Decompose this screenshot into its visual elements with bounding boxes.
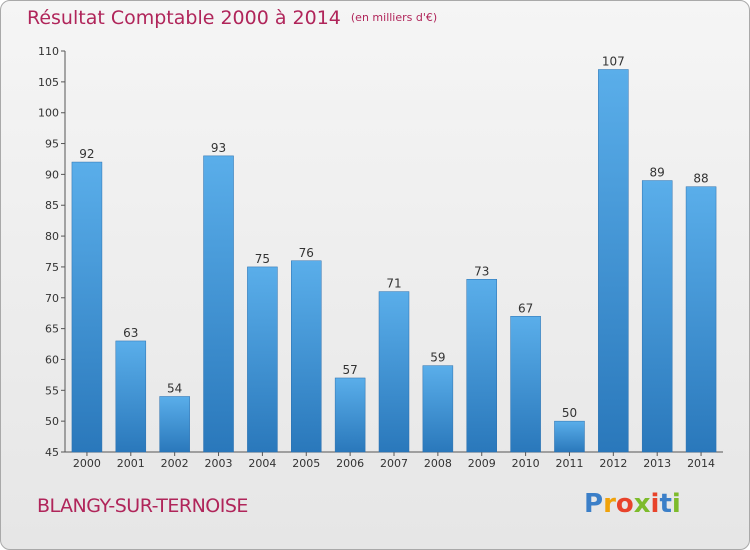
bar-value-label: 54 xyxy=(167,381,182,395)
y-tick-label: 110 xyxy=(38,45,59,58)
bar-value-label: 63 xyxy=(123,326,138,340)
x-axis: 2000 2001 2002 2003 2004 2005 2006 2007 2008 2009… xyxy=(65,451,723,470)
bar-value-label: 93 xyxy=(211,141,226,155)
chart-title-block: Résultat Comptable 2000 à 2014 (en millie… xyxy=(27,7,437,29)
x-tick-label: 2012 xyxy=(599,457,627,470)
bar-2014 xyxy=(685,186,717,453)
y-tick-label: 80 xyxy=(45,230,59,243)
x-tick-label: 2005 xyxy=(292,457,320,470)
bar-2011 xyxy=(554,420,585,453)
logo-letter: x xyxy=(633,489,651,519)
logo-letter: i xyxy=(650,489,660,519)
x-tick-label: 2007 xyxy=(380,457,408,470)
x-tick-label: 2013 xyxy=(643,457,671,470)
bar-2010 xyxy=(510,316,541,453)
y-tick-label: 95 xyxy=(45,138,59,151)
proxiti-logo: Proxiti xyxy=(584,489,681,519)
x-tick-label: 2014 xyxy=(687,457,715,470)
bar-value-label: 50 xyxy=(562,406,577,420)
y-tick-label: 50 xyxy=(45,415,59,428)
chart-title: Résultat Comptable 2000 à 2014 xyxy=(27,7,341,29)
logo-letter: r xyxy=(603,489,616,519)
y-tick-label: 105 xyxy=(38,76,59,89)
x-tick-label: 2008 xyxy=(424,457,452,470)
bar-2008 xyxy=(422,365,454,453)
bar-value-label: 67 xyxy=(518,301,533,315)
bar-2009 xyxy=(466,279,497,453)
bar-2003 xyxy=(203,155,234,453)
logo-letter: i xyxy=(671,489,681,519)
y-tick-label: 100 xyxy=(38,107,59,120)
y-tick-label: 85 xyxy=(45,199,59,212)
bar-2013 xyxy=(641,180,673,453)
bar-2005 xyxy=(291,260,322,453)
logo-letter: o xyxy=(615,489,634,519)
x-tick-label: 2004 xyxy=(248,457,276,470)
bar-2004 xyxy=(247,266,278,453)
bar-value-label: 89 xyxy=(650,166,665,180)
bar-value-label: 76 xyxy=(299,246,314,260)
y-tick-label: 55 xyxy=(45,384,59,397)
x-tick-label: 2002 xyxy=(161,457,189,470)
x-tick-label: 2003 xyxy=(205,457,233,470)
y-tick-label: 70 xyxy=(45,292,59,305)
bar-2006 xyxy=(334,377,366,453)
x-tick-label: 2011 xyxy=(555,457,583,470)
bar-value-label: 71 xyxy=(386,277,401,291)
y-tick-label: 45 xyxy=(45,446,59,459)
commune-name: BLANGY-SUR-TERNOISE xyxy=(37,495,248,517)
bar-value-label: 88 xyxy=(693,172,708,186)
bar-2007 xyxy=(378,291,410,453)
bar-2002 xyxy=(159,396,190,453)
bar-value-label: 75 xyxy=(255,252,270,266)
y-axis: 45 50 55 60 65 70 75 80 85 90 95 100 105 110 xyxy=(38,45,66,459)
logo-letter: t xyxy=(659,489,672,519)
bar-2000 xyxy=(71,161,103,453)
x-tick-label: 2000 xyxy=(73,457,101,470)
x-tick-label: 2009 xyxy=(468,457,496,470)
y-tick-label: 90 xyxy=(45,168,59,181)
bar-value-label: 57 xyxy=(342,363,357,377)
y-tick-label: 75 xyxy=(45,261,59,274)
bar-value-label: 73 xyxy=(474,264,489,278)
bar-2001 xyxy=(115,340,147,453)
bars: 92 63 54 93 75 76 57 71 59 73 67 50 107 89 88 xyxy=(71,55,717,453)
chart-subtitle: (en milliers d'€) xyxy=(350,11,438,24)
y-tick-label: 65 xyxy=(45,323,59,336)
x-tick-label: 2010 xyxy=(512,457,540,470)
y-tick-label: 60 xyxy=(45,353,59,366)
bar-value-label: 107 xyxy=(602,55,625,69)
logo-letter: P xyxy=(584,489,604,519)
bar-value-label: 92 xyxy=(79,147,94,161)
bar-2012 xyxy=(598,69,629,453)
x-tick-label: 2001 xyxy=(117,457,145,470)
bar-value-label: 59 xyxy=(430,351,445,365)
x-tick-label: 2006 xyxy=(336,457,364,470)
